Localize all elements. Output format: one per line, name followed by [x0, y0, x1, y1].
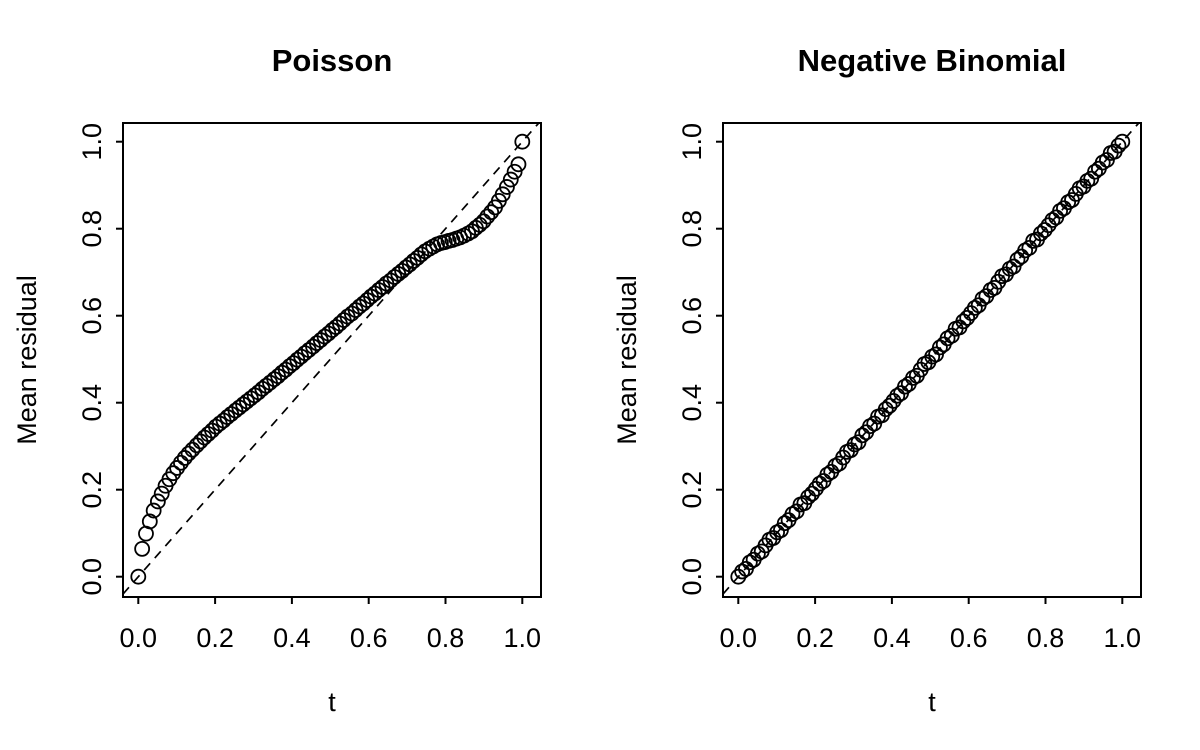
plot-box — [122, 122, 542, 598]
data-point-marker — [145, 502, 162, 519]
y-tick-label: 0.4 — [677, 384, 707, 422]
identity-reference-line — [722, 122, 1140, 595]
x-tick-label: 0.2 — [196, 623, 234, 653]
y-tick-label: 0.8 — [677, 210, 707, 248]
data-point-marker — [192, 433, 209, 450]
data-point-marker — [734, 563, 751, 580]
y-tick-label: 1.0 — [677, 123, 707, 161]
data-point-marker — [173, 454, 189, 471]
data-point-marker — [200, 426, 217, 442]
data-point-marker — [1017, 242, 1034, 259]
data-point-marker — [974, 290, 991, 307]
axis-title-y: Mean residual — [612, 275, 642, 445]
data-point-marker — [959, 309, 976, 326]
x-tick-label: 0.4 — [273, 623, 311, 653]
axis-title-x: t — [328, 687, 336, 717]
data-point-marker — [784, 506, 801, 522]
x-tick-label: 0.8 — [427, 623, 465, 653]
x-tick-label: 1.0 — [1104, 623, 1142, 653]
data-point-marker — [510, 156, 527, 173]
y-tick-label: 0.0 — [77, 558, 107, 596]
axis-title-y: Mean residual — [12, 275, 42, 445]
data-point-marker — [134, 540, 151, 557]
data-point-marker — [1087, 163, 1103, 180]
data-point-marker — [479, 208, 496, 225]
data-point-marker — [184, 441, 201, 458]
y-tick-label: 0.6 — [77, 297, 107, 335]
x-tick-label: 0.0 — [720, 623, 758, 653]
data-point-marker — [417, 243, 434, 260]
data-point-marker — [188, 437, 205, 454]
y-tick-label: 0.8 — [77, 210, 107, 248]
y-tick-label: 0.4 — [77, 384, 107, 422]
y-tick-label: 1.0 — [77, 123, 107, 161]
plot-box — [722, 122, 1142, 598]
data-point-marker — [881, 397, 898, 414]
data-point-marker — [483, 204, 500, 221]
data-point-marker — [502, 171, 519, 188]
data-point-marker — [1009, 251, 1026, 268]
data-point-marker — [1052, 202, 1068, 219]
data-point-marker — [862, 418, 878, 435]
data-point-marker — [819, 466, 836, 483]
axis-title-x: t — [928, 687, 936, 717]
y-tick-label: 0.6 — [677, 297, 707, 335]
data-point-marker — [1110, 137, 1127, 154]
data-point-marker — [413, 246, 430, 263]
data-point-marker — [1094, 154, 1111, 171]
y-tick-label: 0.0 — [677, 558, 707, 596]
data-point-marker — [1036, 222, 1053, 238]
data-point-marker — [897, 378, 913, 395]
panel-title: Poisson — [272, 43, 393, 78]
identity-reference-line — [122, 122, 540, 595]
data-point-marker — [1114, 133, 1131, 150]
data-point-marker — [169, 460, 185, 476]
data-point-marker — [741, 554, 758, 571]
data-point-marker — [889, 387, 906, 404]
data-point-marker — [130, 568, 147, 585]
x-tick-label: 1.0 — [504, 623, 542, 653]
data-point-marker — [804, 485, 820, 502]
data-point-marker — [966, 299, 983, 316]
data-point-marker — [141, 513, 158, 530]
data-point-marker — [939, 330, 956, 347]
data-point-marker — [776, 515, 793, 532]
data-point-marker — [1044, 212, 1061, 228]
x-tick-label: 0.8 — [1027, 623, 1065, 653]
data-point-marker — [811, 475, 828, 492]
y-tick-label: 0.2 — [677, 471, 707, 509]
data-point-marker — [475, 213, 492, 230]
data-point-marker — [854, 427, 871, 444]
data-point-marker — [506, 163, 523, 180]
x-tick-label: 0.6 — [350, 623, 388, 653]
data-point-marker — [180, 445, 197, 462]
x-tick-label: 0.6 — [950, 623, 988, 653]
data-point-marker — [149, 493, 166, 510]
data-point-marker — [514, 133, 531, 150]
data-point-marker — [499, 179, 515, 195]
x-tick-label: 0.4 — [873, 623, 911, 653]
data-point-marker — [153, 485, 170, 502]
data-point-marker — [165, 465, 182, 482]
data-point-marker — [932, 339, 948, 356]
panel-title: Negative Binomial — [798, 43, 1067, 78]
y-tick-label: 0.2 — [77, 471, 107, 509]
x-tick-label: 0.2 — [796, 623, 834, 653]
x-tick-label: 0.0 — [120, 623, 158, 653]
